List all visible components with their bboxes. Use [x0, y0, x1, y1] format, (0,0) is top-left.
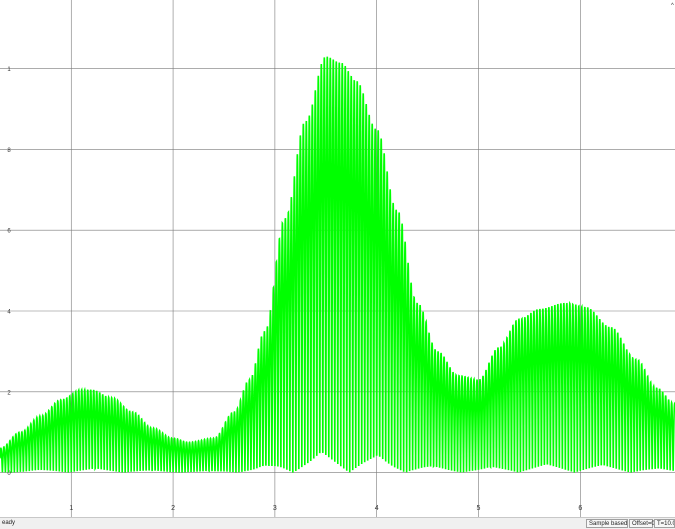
- x-tick-label-5: 5: [477, 505, 481, 512]
- y-tick-label-8: 8: [7, 148, 11, 154]
- status-ready-text: eady: [2, 520, 16, 526]
- status-sample-based: Sample based: [586, 519, 628, 528]
- y-tick-label-0: 0: [7, 471, 11, 477]
- scope-plot-area[interactable]: 0 2 4 6 8 1 1 2 3 4 5 6 ^: [0, 0, 675, 517]
- status-time: T=10.000: [654, 519, 675, 528]
- y-tick-labels: 0 2 4 6 8 1: [7, 67, 11, 477]
- y-tick-label-6: 6: [7, 229, 11, 235]
- y-tick-label-2: 2: [7, 390, 11, 396]
- y-tick-label-4: 4: [7, 310, 11, 316]
- x-tick-label-2: 2: [171, 505, 175, 512]
- x-tick-label-3: 3: [273, 505, 277, 512]
- x-tick-label-1: 1: [69, 505, 73, 512]
- corner-tick-mark: ^: [671, 3, 674, 9]
- y-tick-label-10: 1: [7, 67, 11, 73]
- waveform-plot: 0 2 4 6 8 1 1 2 3 4 5 6 ^: [0, 0, 675, 517]
- signal-trace: [0, 56, 675, 473]
- x-tick-label-6: 6: [578, 505, 582, 512]
- x-tick-label-4: 4: [375, 505, 379, 512]
- x-tick-labels: 1 2 3 4 5 6: [69, 505, 582, 512]
- status-bar: eady Sample based Offset=0 T=10.000: [0, 517, 675, 529]
- status-offset: Offset=0: [629, 519, 655, 528]
